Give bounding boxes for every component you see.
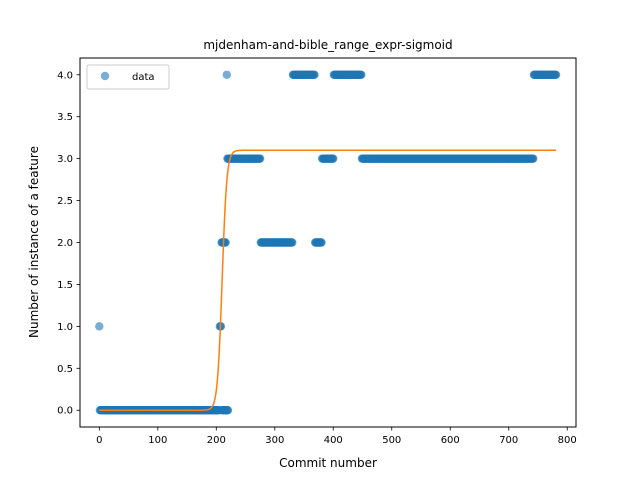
y-tick-label: 0.5	[57, 364, 73, 375]
x-tick-label: 300	[265, 435, 284, 446]
chart-title: mjdenham-and-bible_range_expr-sigmoid	[203, 38, 452, 52]
y-tick-label: 2.5	[57, 196, 73, 207]
y-tick-label: 4.0	[57, 70, 73, 81]
data-point	[224, 406, 232, 414]
data-point	[329, 154, 337, 162]
x-tick-label: 400	[324, 435, 343, 446]
data-point	[529, 154, 537, 162]
x-tick-label: 600	[441, 435, 460, 446]
x-tick-label: 700	[499, 435, 518, 446]
data-point	[256, 154, 264, 162]
y-tick-label: 0.0	[57, 406, 73, 417]
data-point	[552, 71, 560, 79]
x-tick-label: 100	[148, 435, 167, 446]
data-point	[310, 71, 318, 79]
data-point	[223, 71, 231, 79]
y-tick-label: 2.0	[57, 238, 73, 249]
y-axis-title: Number of instance of a feature	[27, 146, 41, 338]
x-tick-label: 200	[207, 435, 226, 446]
data-point	[95, 322, 103, 330]
x-axis-title: Commit number	[279, 456, 377, 470]
x-tick-label: 500	[382, 435, 401, 446]
legend-marker-data	[101, 72, 109, 80]
y-tick-label: 3.0	[57, 154, 73, 165]
data-point	[357, 71, 365, 79]
legend-label-data: data	[132, 72, 155, 83]
data-point	[317, 238, 325, 246]
y-tick-label: 3.5	[57, 112, 73, 123]
x-tick-label: 0	[96, 435, 102, 446]
legend-box	[87, 65, 169, 89]
x-tick-label: 800	[558, 435, 577, 446]
legend: data	[87, 65, 169, 89]
y-tick-label: 1.5	[57, 280, 73, 291]
y-tick-label: 1.0	[57, 322, 73, 333]
data-point	[288, 238, 296, 246]
